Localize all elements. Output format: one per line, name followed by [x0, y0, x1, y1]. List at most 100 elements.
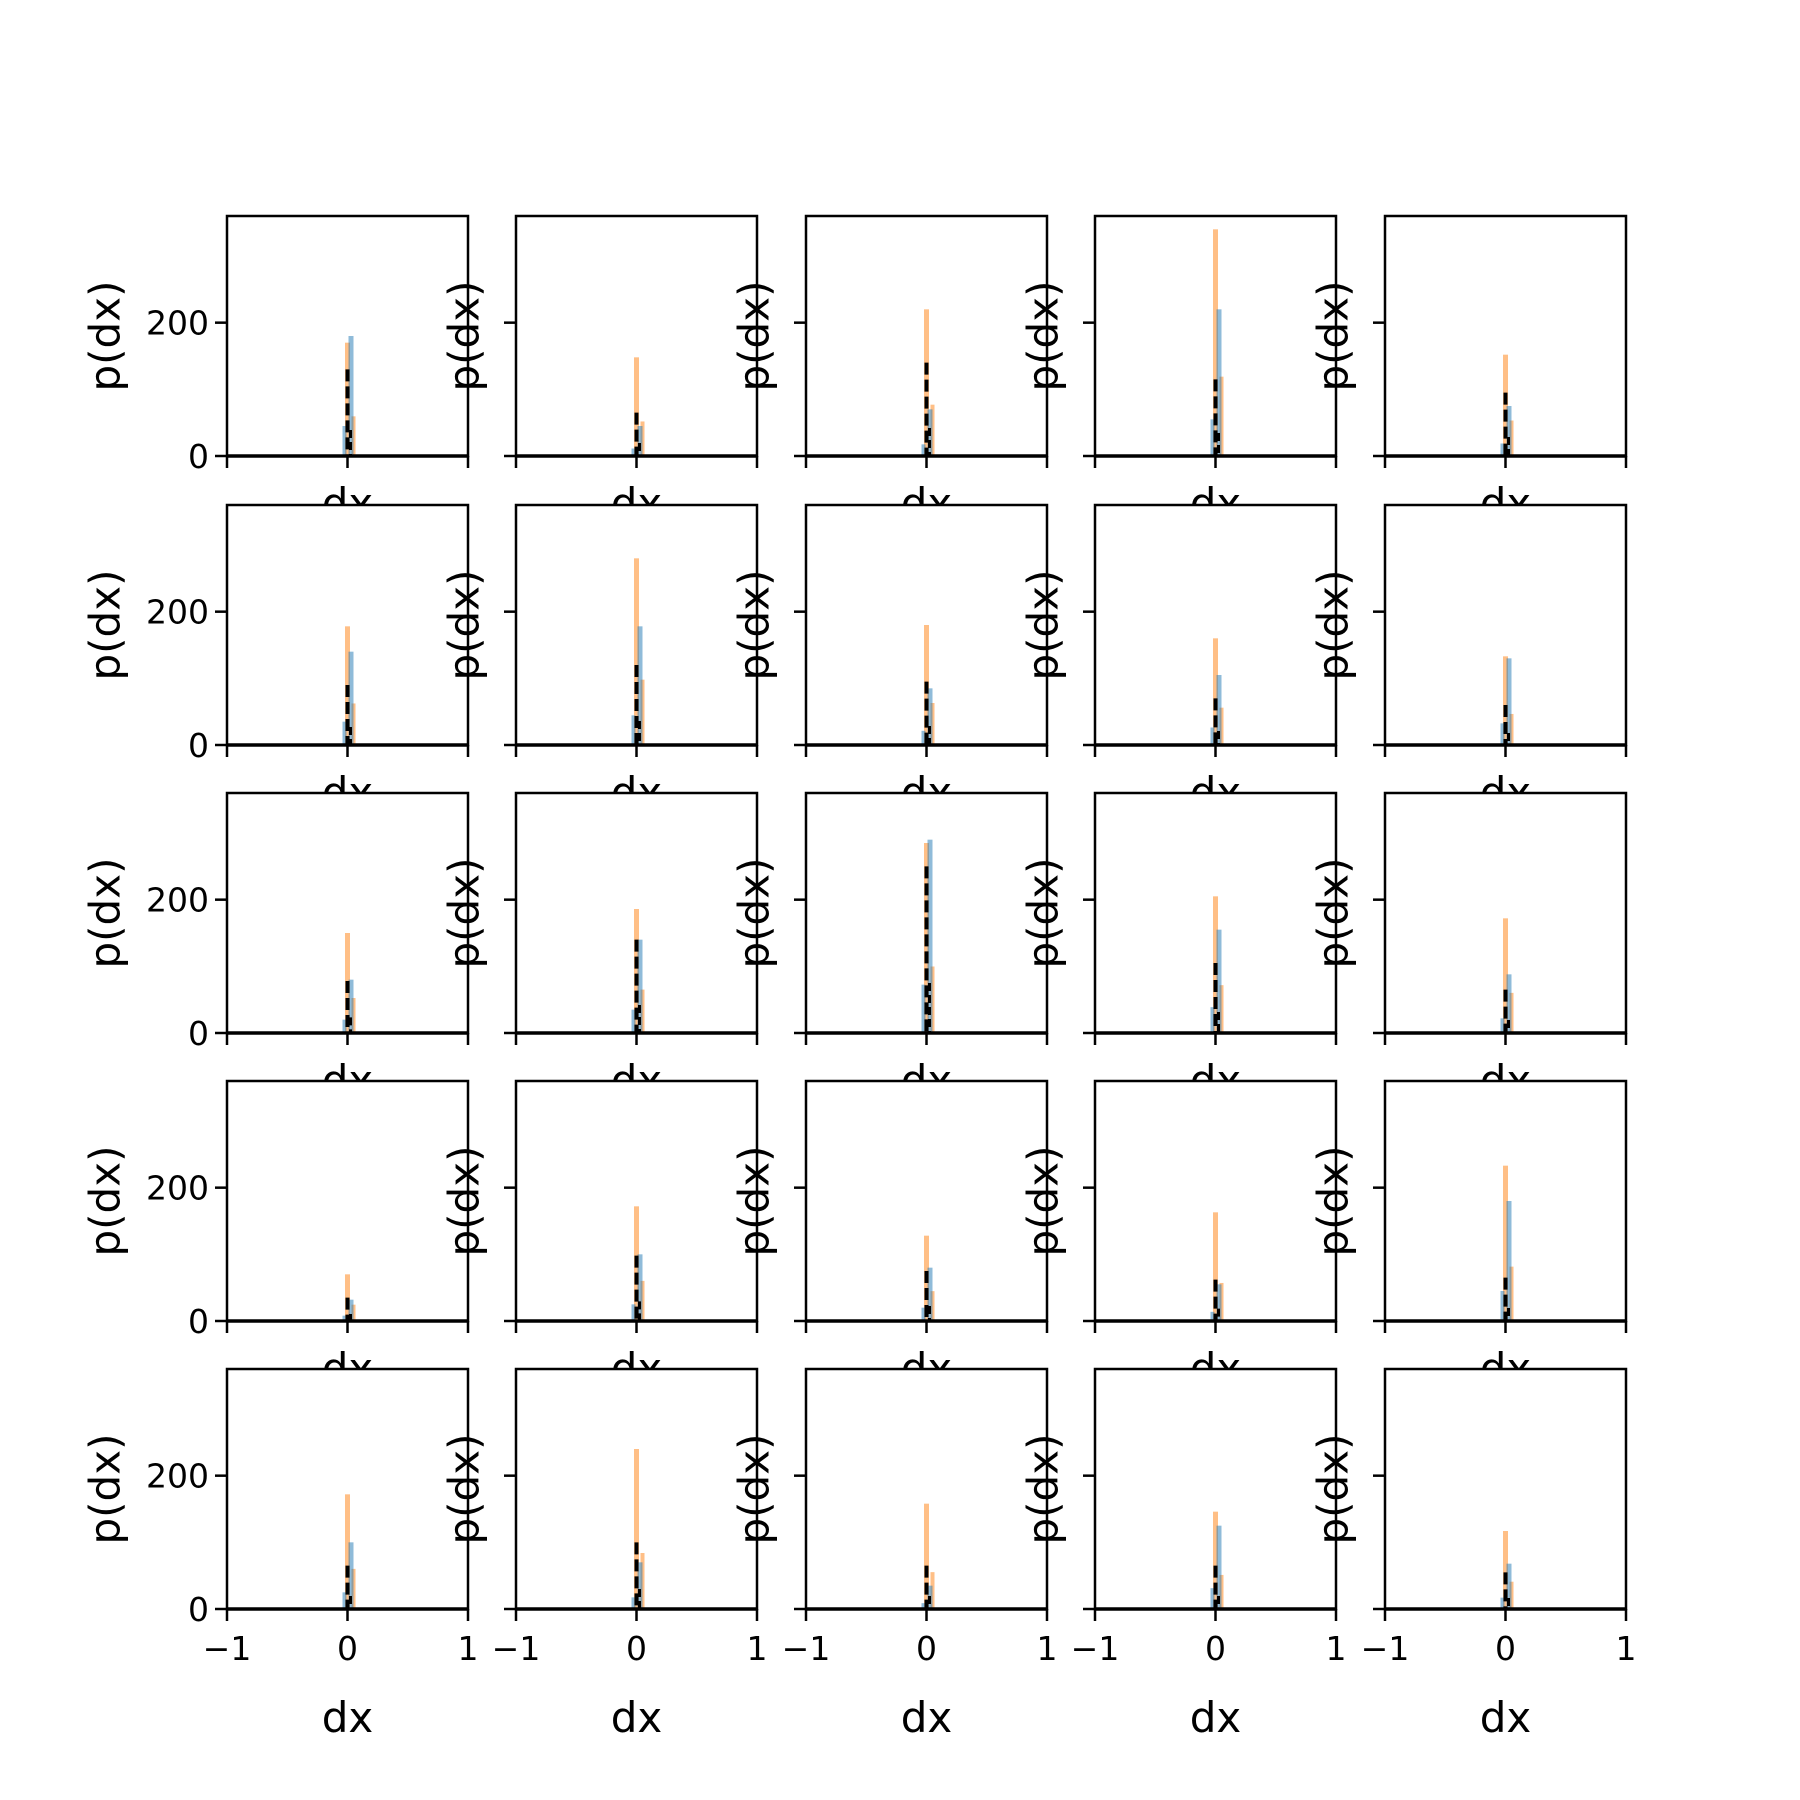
y-axis-label: p(dx) [730, 570, 779, 681]
histogram-bar-blue [342, 1315, 347, 1321]
x-tick-label: −1 [782, 1629, 831, 1668]
histogram-bar-blue [1506, 1563, 1512, 1609]
subplot-panel: p(dx)dx [1309, 214, 1628, 528]
subplot-panel: p(dx)dx [1309, 1079, 1628, 1393]
subplot-panel: −1 0 1 p(dx) dx [1019, 1367, 1347, 1742]
x-axis-label: dx [1480, 1693, 1532, 1742]
y-axis-label: p(dx) [730, 1434, 779, 1545]
histogram-bar-orange [924, 1503, 929, 1609]
histogram-bar-orange [345, 342, 350, 456]
histogram-bar-blue [342, 426, 347, 456]
histogram-bar-orange [1213, 1511, 1218, 1609]
subplot-panel: p(dx)dx [440, 791, 759, 1105]
histogram-bar-blue [1500, 1597, 1505, 1609]
x-tick-label: 1 [458, 1629, 479, 1668]
y-axis-label: p(dx) [81, 570, 130, 681]
histogram-bar-blue [1506, 406, 1512, 456]
histogram-bar-orange [345, 1494, 350, 1609]
y-axis-label: p(dx) [81, 1434, 130, 1545]
histogram-bar-blue [1210, 419, 1215, 456]
histogram-bar-orange [1213, 638, 1218, 745]
subplot-panel: p(dx)dx [1019, 503, 1338, 817]
y-tick-label: 200 [146, 1457, 209, 1496]
y-tick-label: 200 [146, 593, 209, 632]
subplot-panel: p(dx)dx [730, 503, 1049, 817]
histogram-bar-blue [921, 444, 926, 456]
x-axis-label: dx [611, 1693, 663, 1742]
y-axis-label: p(dx) [440, 281, 489, 392]
y-axis-label: p(dx) [1019, 570, 1068, 681]
histogram-bar-blue [1216, 1284, 1222, 1321]
histogram-bar-blue [637, 939, 643, 1033]
histogram-bar-orange [1503, 1531, 1508, 1609]
x-axis-label: dx [1190, 1693, 1242, 1742]
y-axis-label: p(dx) [1019, 1434, 1068, 1545]
y-axis-label: p(dx) [440, 858, 489, 969]
histogram-bar-orange [634, 558, 639, 745]
histogram-bar-orange [1213, 1212, 1218, 1321]
x-tick-label: 0 [1495, 1629, 1516, 1668]
y-axis-label: p(dx) [730, 281, 779, 392]
x-tick-label: 1 [747, 1629, 768, 1668]
y-tick-label: 0 [188, 1302, 209, 1341]
histogram-bar-blue [927, 1267, 933, 1321]
histogram-bar-orange [1503, 354, 1508, 456]
subplot-panel: −1 0 1 p(dx) dx [440, 1367, 768, 1742]
histogram-bar-blue [348, 1299, 354, 1321]
histogram-bar-orange [1503, 918, 1508, 1033]
subplot-panel: p(dx)dx [730, 214, 1049, 528]
histogram-bar-blue [927, 688, 933, 745]
histogram-bar-blue [1216, 675, 1222, 745]
x-tick-label: 1 [1037, 1629, 1058, 1668]
y-axis-label: p(dx) [81, 858, 130, 969]
histogram-bar-blue [1210, 1311, 1215, 1321]
histogram-bar-blue [348, 979, 354, 1033]
x-tick-label: 1 [1326, 1629, 1347, 1668]
y-axis-label: p(dx) [81, 281, 130, 392]
y-tick-label: 200 [146, 304, 209, 343]
histogram-bar-blue [348, 651, 354, 745]
histogram-bar-blue [1500, 723, 1505, 745]
histogram-bar-blue [1216, 929, 1222, 1033]
histogram-bar-blue [1506, 658, 1512, 745]
x-axis-label: dx [322, 1693, 374, 1742]
histogram-bar-blue [342, 1592, 347, 1609]
subplot-panel: p(dx)dx [440, 1079, 759, 1393]
y-tick-label: 0 [188, 726, 209, 765]
y-axis-label: p(dx) [440, 1434, 489, 1545]
histogram-bar-blue [637, 1562, 643, 1609]
histogram-bar-blue [1210, 1007, 1215, 1033]
x-tick-label: −1 [1361, 1629, 1410, 1668]
y-axis-label: p(dx) [1309, 858, 1358, 969]
histogram-bar-blue [1216, 1525, 1222, 1609]
subplot-panel: p(dx)dx [1309, 503, 1628, 817]
subplot-panel: −1 0 1 p(dx) dx [730, 1367, 1058, 1742]
y-axis-label: p(dx) [81, 1146, 130, 1257]
x-tick-label: 0 [1205, 1629, 1226, 1668]
subplot-panel: p(dx)dx [1019, 1079, 1338, 1393]
histogram-bar-blue [342, 1019, 347, 1033]
y-axis-label: p(dx) [1019, 1146, 1068, 1257]
x-tick-label: 0 [337, 1629, 358, 1668]
y-axis-label: p(dx) [730, 858, 779, 969]
subplot-panel: p(dx)dx [440, 214, 759, 528]
y-axis-label: p(dx) [1309, 1434, 1358, 1545]
histogram-bar-orange [1503, 656, 1508, 745]
y-axis-label: p(dx) [1309, 1146, 1358, 1257]
y-tick-label: 0 [188, 1590, 209, 1629]
histogram-bar-blue [637, 1254, 643, 1321]
histogram-bar-blue [921, 984, 926, 1033]
histogram-bar-blue [1210, 1588, 1215, 1609]
subplot-panel: p(dx)dx [440, 503, 759, 817]
x-tick-label: −1 [492, 1629, 541, 1668]
histogram-bar-blue [1506, 974, 1512, 1033]
x-tick-label: −1 [203, 1629, 252, 1668]
histogram-bar-blue [1216, 309, 1222, 456]
histogram-bar-blue [631, 1304, 636, 1321]
histogram-bar-blue [1500, 443, 1505, 456]
histogram-bar-blue [342, 721, 347, 745]
histogram-bar-blue [631, 1009, 636, 1033]
